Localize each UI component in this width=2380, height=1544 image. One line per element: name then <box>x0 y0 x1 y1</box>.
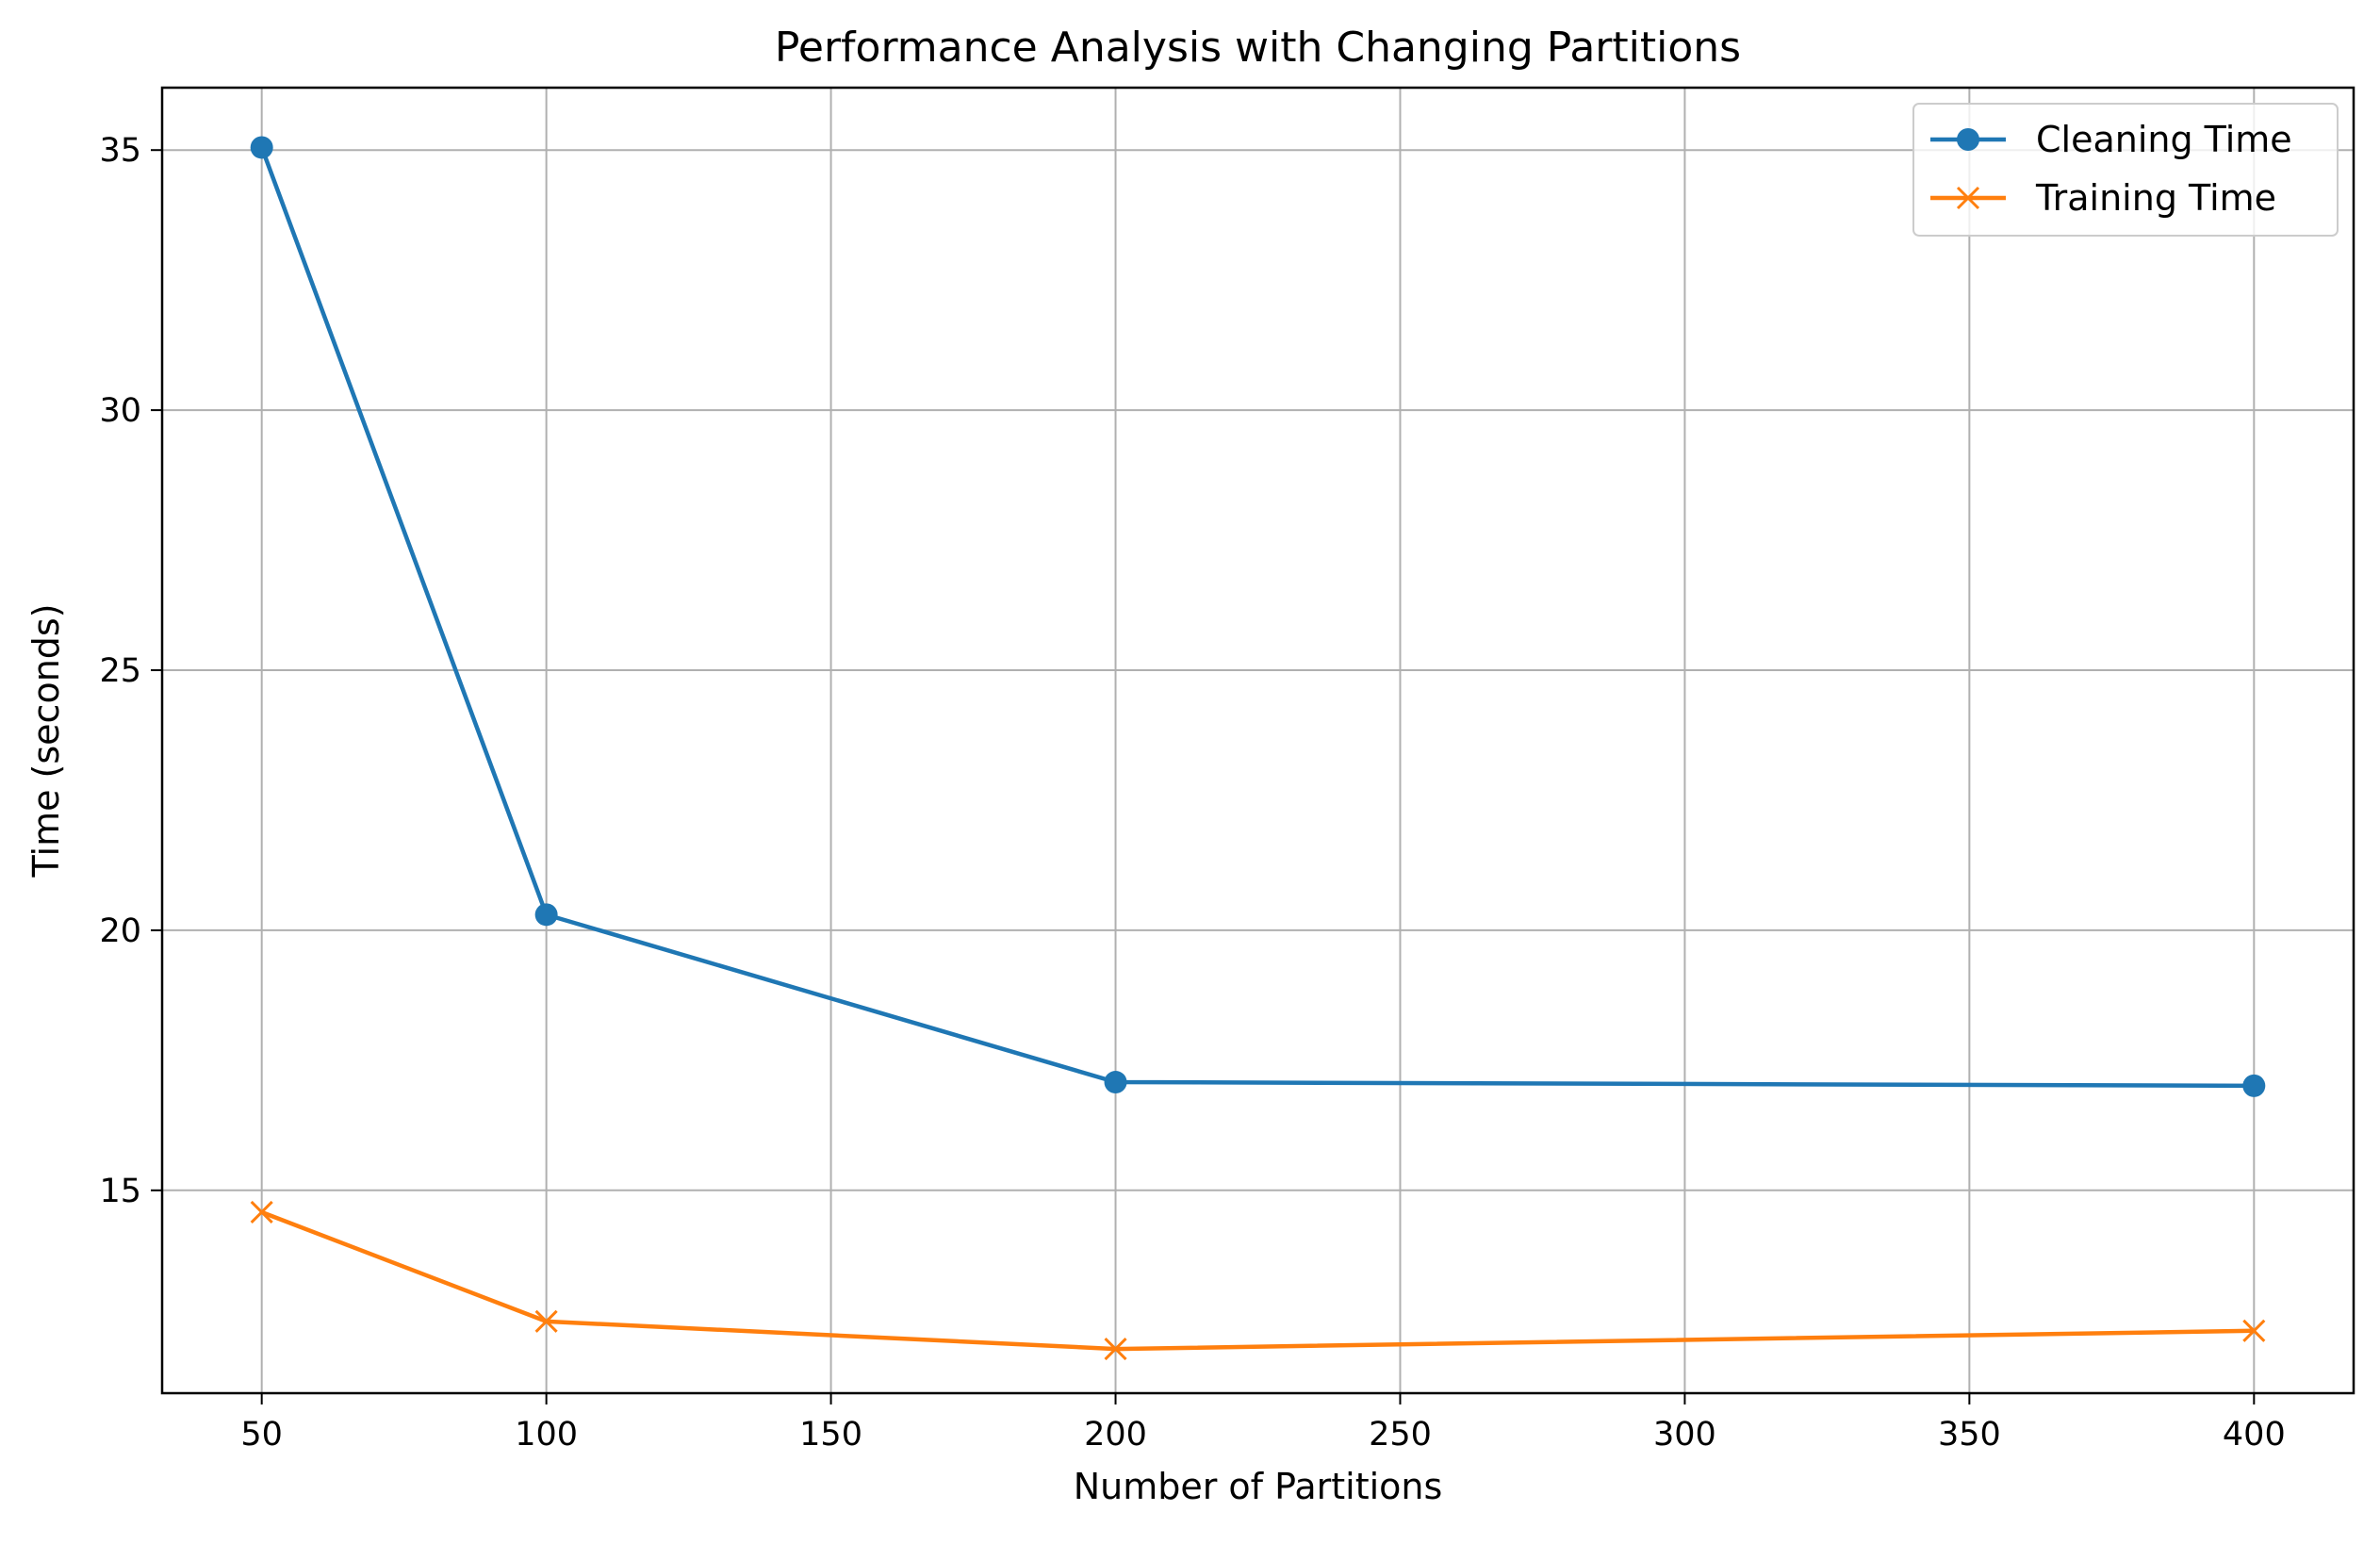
axis-ticks: 50 100 150 200 250 300 350 400 15 20 25 30 35 <box>99 132 2285 1454</box>
x-tick-label: 100 <box>515 1416 578 1454</box>
data-point <box>534 903 558 927</box>
x-tick-label: 50 <box>240 1416 283 1454</box>
data-point <box>1957 128 1979 151</box>
series-line <box>260 1209 2255 1352</box>
y-axis-label: Time (seconds) <box>25 603 67 878</box>
x-tick-label: 350 <box>1938 1416 2001 1454</box>
data-point <box>2242 1074 2266 1097</box>
plot-frame <box>160 86 2355 1395</box>
series-training-time <box>250 1200 2266 1361</box>
x-tick-label: 300 <box>1653 1416 1716 1454</box>
chart-title: Performance Analysis with Changing Parti… <box>775 24 1741 72</box>
series-line <box>259 146 2255 1089</box>
x-tick-label: 250 <box>1369 1416 1432 1454</box>
legend-box <box>1912 103 2339 237</box>
y-tick-label: 25 <box>99 652 141 690</box>
legend-item: Training Time <box>1930 177 2276 219</box>
data-point <box>2242 1319 2266 1342</box>
legend-item: Cleaning Time <box>1930 119 2292 160</box>
data-point <box>250 136 273 159</box>
y-tick-label: 15 <box>99 1173 141 1210</box>
grid <box>162 88 2354 1393</box>
x-tick-label: 150 <box>799 1416 862 1454</box>
data-series <box>250 136 2266 1361</box>
y-tick-label: 35 <box>99 132 141 170</box>
x-axis-label: Number of Partitions <box>1074 1466 1443 1507</box>
data-point <box>534 1309 558 1333</box>
data-point <box>1104 1071 1127 1094</box>
data-point <box>250 1200 273 1224</box>
data-point <box>1104 1338 1127 1361</box>
legend: Cleaning Time Training Time <box>1912 103 2339 237</box>
x-tick-label: 200 <box>1084 1416 1147 1454</box>
x-tick-label: 400 <box>2223 1416 2286 1454</box>
legend-label: Cleaning Time <box>2036 119 2292 160</box>
y-tick-label: 20 <box>99 912 141 950</box>
y-tick-label: 30 <box>99 392 141 430</box>
legend-label: Training Time <box>2035 177 2276 219</box>
data-point <box>1956 186 1980 210</box>
legend-items: Cleaning Time Training Time <box>1930 119 2292 219</box>
series-cleaning-time <box>250 136 2266 1097</box>
